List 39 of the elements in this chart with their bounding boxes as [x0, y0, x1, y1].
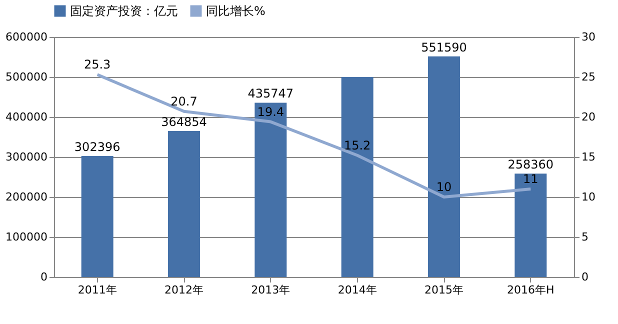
- legend-label: 固定资产投资：亿元: [70, 4, 178, 18]
- data-label: 19.4: [257, 104, 284, 119]
- bar: [81, 156, 114, 277]
- bar: [341, 77, 374, 277]
- y-tick-label: 500000: [6, 70, 48, 84]
- y-tick-label: 0: [40, 270, 48, 284]
- data-label: 364854: [161, 115, 207, 130]
- x-tick-label: 2011年: [78, 284, 117, 296]
- y-tick-label: 200000: [6, 190, 48, 204]
- y2-tick-label: 20: [582, 110, 596, 124]
- bar: [168, 131, 200, 277]
- bar: [254, 102, 287, 277]
- data-label: 15.2: [344, 138, 371, 152]
- x-tick-label: 2015年: [424, 284, 464, 296]
- y-tick-label: 600000: [6, 30, 48, 44]
- data-label: 20.7: [170, 94, 198, 108]
- x-tick-label: 2014年: [338, 284, 377, 296]
- y-tick-label: 300000: [6, 150, 48, 164]
- x-tick-label: 2016年H: [507, 284, 554, 296]
- data-label: 11: [523, 172, 538, 186]
- legend-label: 同比增长%: [206, 4, 266, 18]
- data-label: 551590: [421, 40, 467, 54]
- bar: [428, 56, 460, 277]
- bar: [514, 174, 547, 277]
- y2-tick-label: 15: [582, 150, 596, 164]
- x-tick-label: 2012年: [164, 284, 204, 296]
- y2-tick-label: 30: [582, 30, 596, 44]
- data-label: 25.3: [84, 58, 111, 72]
- y2-tick-label: 5: [582, 230, 588, 244]
- data-label: 10: [436, 180, 452, 194]
- data-label: 258360: [508, 158, 554, 172]
- data-label: 435747: [248, 86, 294, 101]
- y2-tick-label: 10: [582, 190, 596, 204]
- y2-tick-label: 0: [582, 270, 588, 284]
- data-label: 302396: [74, 140, 120, 154]
- x-tick-label: 2013年: [251, 284, 290, 296]
- y-tick-label: 100000: [6, 230, 48, 244]
- y-tick-label: 400000: [6, 110, 48, 124]
- y2-tick-label: 25: [582, 70, 596, 84]
